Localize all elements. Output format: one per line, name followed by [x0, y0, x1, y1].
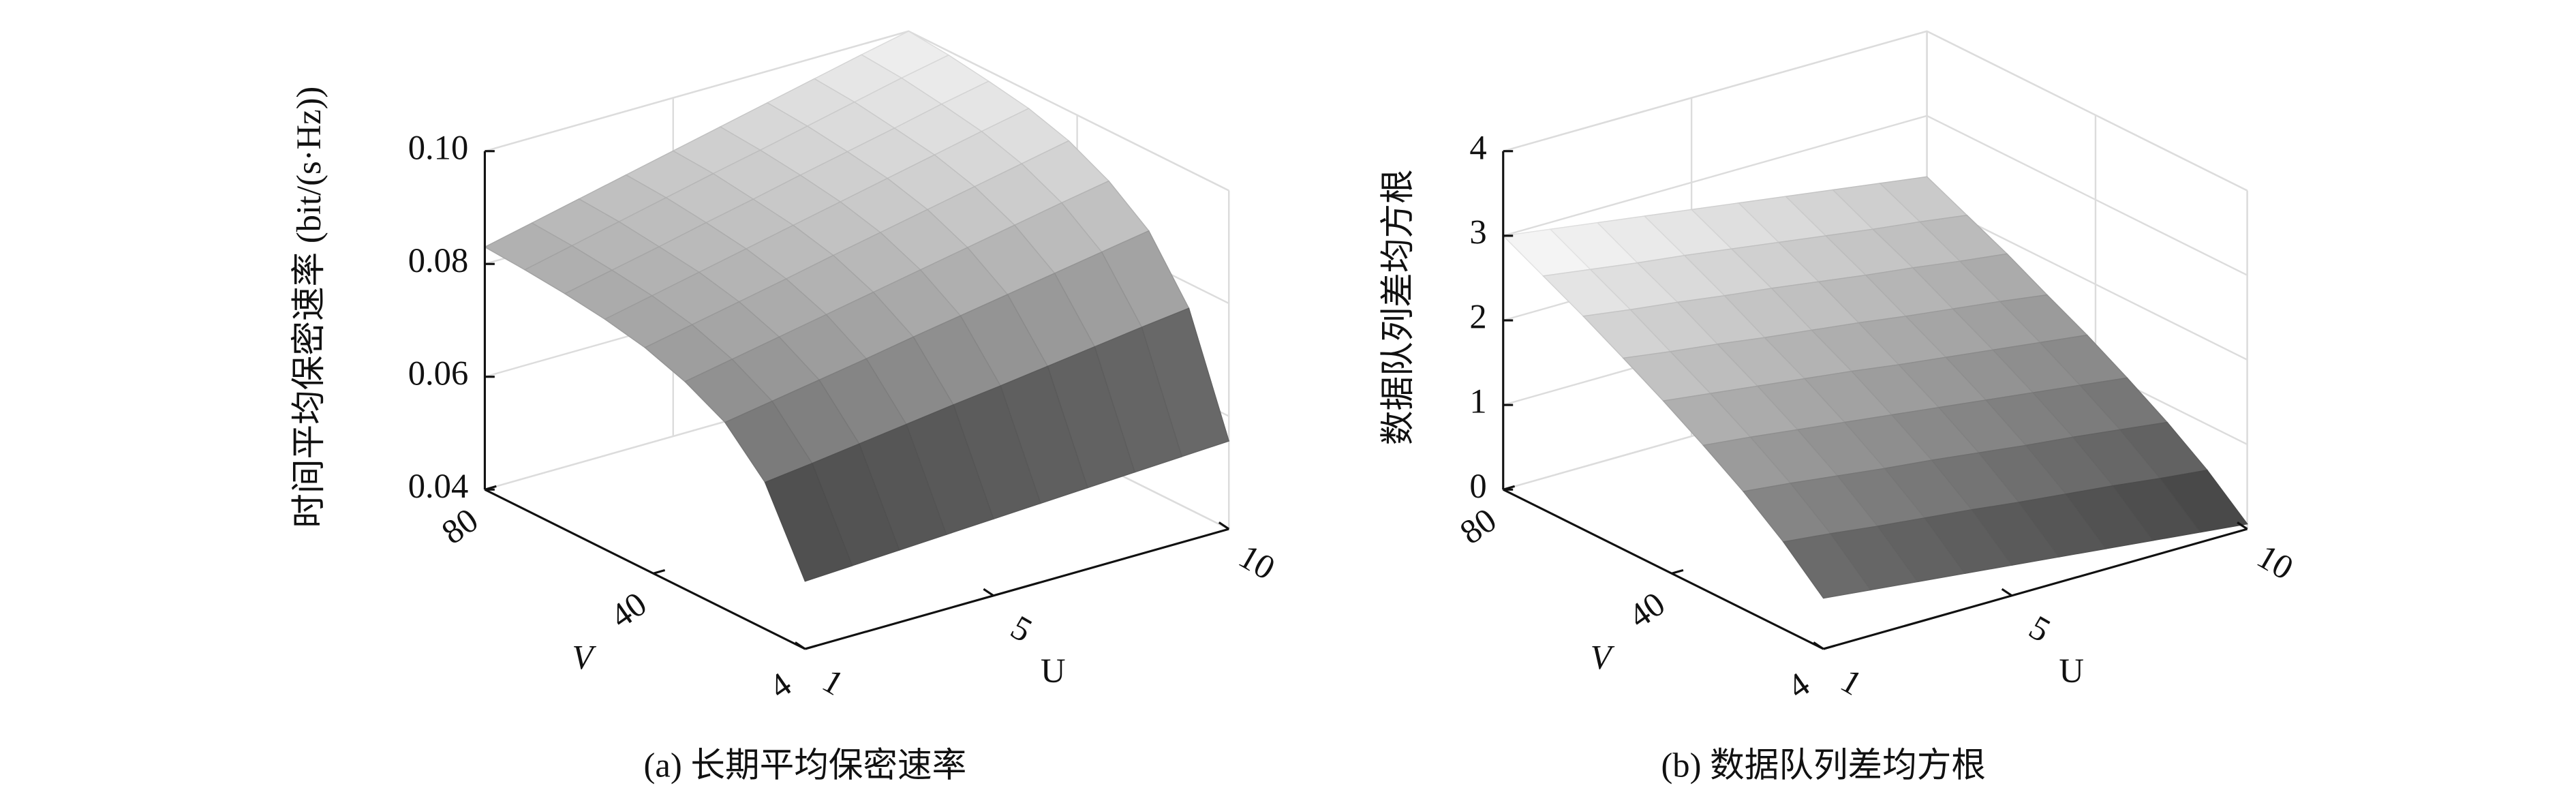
x-axis: [804, 528, 1229, 650]
tick-mark: [484, 485, 497, 491]
z-tick-label: 0.06: [408, 354, 469, 392]
tick-mark: [1813, 641, 1824, 650]
x-tick-label: 1: [1835, 661, 1869, 703]
y-tick-label: 40: [603, 584, 654, 635]
x-tick-label: 5: [2023, 608, 2057, 650]
x-tick-label: 10: [1233, 537, 1282, 588]
tick-mark: [1218, 521, 1230, 530]
tick-mark: [795, 641, 806, 650]
grid-line: [1503, 30, 2248, 192]
z-tick-label: 3: [1469, 213, 1486, 251]
tick-mark: [1503, 485, 1516, 491]
z-tick-label: 0.04: [408, 467, 469, 505]
tick-mark: [1823, 644, 1836, 650]
tick-mark: [983, 588, 994, 597]
y-tick-label: 40: [1621, 584, 1672, 635]
wall-edge: [908, 30, 1229, 192]
surface-patch: [764, 462, 853, 582]
y-tick-label: 80: [1453, 500, 1503, 551]
z-axis-label: 数据队列差均方根: [1379, 169, 1417, 445]
x-tick-label: 5: [1005, 608, 1039, 650]
x-axis: [1823, 528, 2248, 650]
tick-mark: [653, 568, 666, 575]
tick-mark: [2237, 521, 2248, 530]
wall-edge: [485, 30, 909, 152]
x-tick-label: 10: [2251, 537, 2300, 588]
z-tick-label: 0.10: [408, 128, 469, 166]
chart-caption: (b) 数据队列差均方根: [1661, 746, 1986, 785]
x-tick-label: 1: [816, 661, 850, 703]
wall-edge: [1503, 30, 1927, 152]
z-tick-label: 0: [1469, 467, 1486, 505]
z-tick-label: 0.08: [408, 241, 469, 279]
tick-mark: [1671, 568, 1684, 575]
z-axis-label: 时间平均保密速率 (bit/(s·Hz)): [290, 87, 328, 528]
wall-edge: [1927, 30, 2248, 192]
tick-mark: [2001, 588, 2012, 597]
tick-mark: [804, 644, 817, 650]
y-axis-label: V: [572, 639, 596, 677]
z-tick-label: 4: [1469, 128, 1486, 166]
chart-caption: (a) 长期平均保密速率: [644, 746, 967, 785]
surface-patch: [1782, 533, 1872, 599]
y-tick-label: 4: [1780, 665, 1816, 705]
y-tick-label: 4: [762, 665, 798, 705]
plot: 0 1 2 3 4 4 40 80 1 5 10 V U 数据队列差均方根 (b) 数据队列差均方根: [1379, 30, 2300, 785]
plot: 0.04 0.06 0.08 0.10 4 40 80 1 5 10 V U 时间平均保密速率 (bit…: [290, 30, 1282, 785]
x-axis-label: U: [1041, 652, 1066, 690]
z-tick-label: 1: [1469, 382, 1486, 421]
y-axis: [484, 488, 806, 650]
z-tick-label: 2: [1469, 298, 1486, 336]
x-axis-label: U: [2059, 652, 2084, 690]
y-axis-label: V: [1591, 639, 1615, 677]
y-axis: [1503, 488, 1824, 650]
y-tick-label: 80: [435, 500, 485, 551]
